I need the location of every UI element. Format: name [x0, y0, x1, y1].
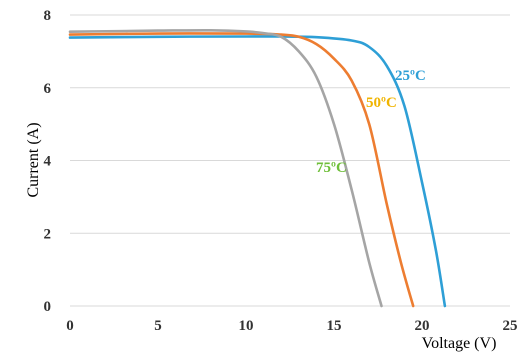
y-tick-label: 2 [44, 226, 52, 242]
series-lines [68, 28, 447, 308]
series-line-0 [68, 35, 447, 308]
y-axis-title: Current (A) [25, 122, 42, 197]
x-tick-label: 15 [327, 318, 342, 334]
series-line-1 [68, 32, 415, 308]
x-axis-title: Voltage (V) [422, 335, 497, 352]
x-tick-label: 10 [239, 318, 254, 334]
x-tick-label: 5 [154, 318, 162, 334]
y-tick-labels: 0 2 4 6 8 [44, 8, 52, 315]
y-tick-label: 6 [44, 81, 52, 97]
series-line-2 [68, 28, 383, 308]
x-tick-label: 0 [66, 318, 74, 334]
series-labels: 25ºC 50ºC 75ºC [316, 68, 426, 176]
series-label: 25ºC [395, 68, 426, 84]
y-tick-label: 4 [44, 154, 52, 170]
gridlines [70, 14, 510, 307]
y-tick-label: 8 [44, 8, 52, 24]
y-tick-label: 0 [44, 299, 52, 315]
x-tick-label: 25 [503, 318, 518, 334]
series-label: 50ºC [366, 95, 397, 111]
series-label: 75ºC [316, 160, 347, 176]
x-tick-label: 20 [415, 318, 430, 334]
x-tick-labels: 0 5 10 15 20 25 [66, 318, 517, 334]
